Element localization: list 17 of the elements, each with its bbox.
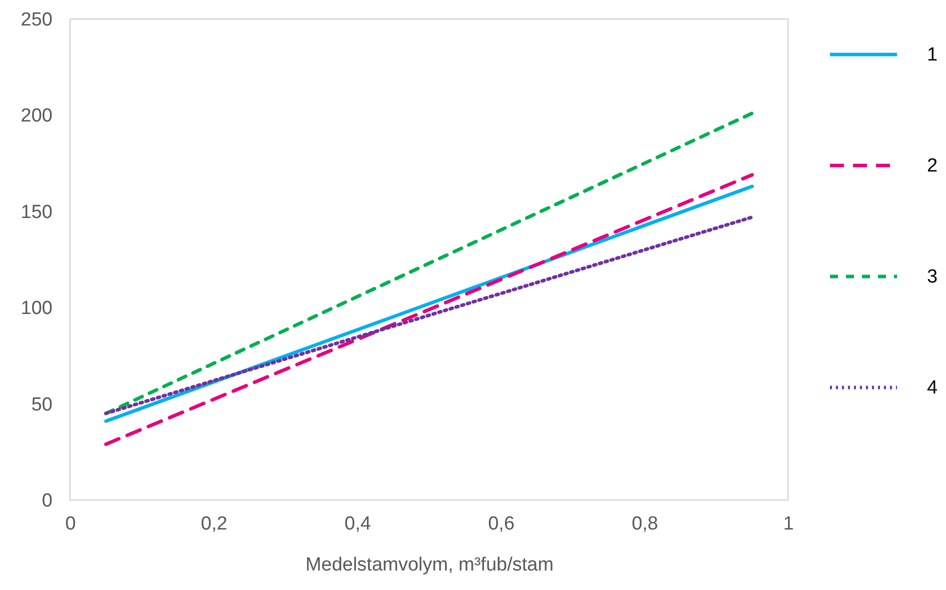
x-tick-label: 0,6	[488, 514, 515, 534]
x-tick-label: 0	[65, 514, 76, 534]
x-tick-label: 0,4	[344, 514, 372, 534]
x-axis-title: Medelstamvolym, m³fub/stam	[305, 554, 554, 576]
legend-label: 1	[927, 44, 938, 66]
y-tick-label: 200	[20, 106, 52, 127]
y-tick-label: 50	[31, 394, 52, 416]
legend-label: 2	[927, 156, 938, 176]
y-tick-label: 250	[20, 10, 52, 30]
y-tick-label: 150	[20, 202, 52, 223]
legend-label: 3	[927, 266, 938, 288]
legend-label: 4	[927, 378, 938, 398]
x-tick-label: 0,8	[632, 514, 658, 534]
x-tick-label: 0,2	[200, 514, 228, 534]
x-tick-label: 1	[783, 514, 794, 534]
y-tick-label: 0	[42, 490, 52, 512]
y-tick-label: 100	[20, 298, 52, 320]
